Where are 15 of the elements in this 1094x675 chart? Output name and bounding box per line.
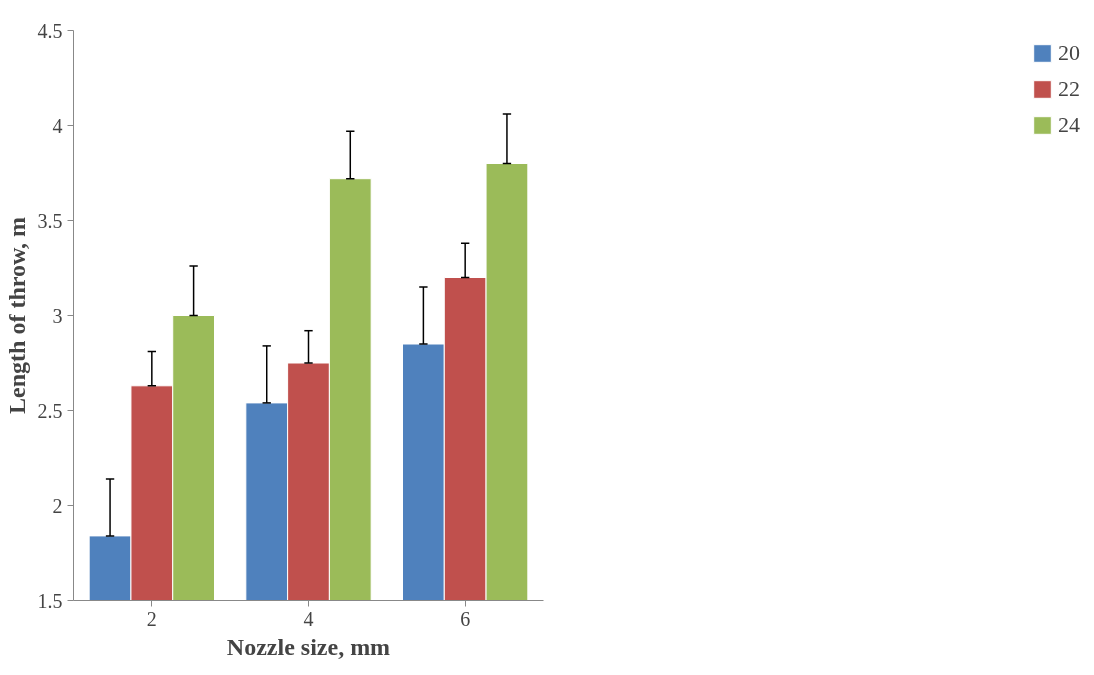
y-tick-label: 2.5 xyxy=(37,399,63,422)
x-tick-label: 4 xyxy=(303,607,314,630)
legend-label: 20 xyxy=(1058,40,1080,66)
y-tick-label: 3 xyxy=(52,304,63,327)
x-axis-title: Nozzle size, mm xyxy=(226,633,391,660)
legend-label: 24 xyxy=(1058,112,1080,138)
y-tick-label: 4 xyxy=(52,114,63,137)
y-tick-label: 1.5 xyxy=(37,589,63,612)
legend-label: 22 xyxy=(1058,76,1080,102)
y-tick-label: 2 xyxy=(52,494,63,517)
x-tick-label: 6 xyxy=(460,607,471,630)
y-tick-label: 4.5 xyxy=(37,19,63,42)
y-axis-title: Length of throw, m xyxy=(3,217,30,414)
x-tick-label: 2 xyxy=(146,607,157,630)
y-tick-label: 3.5 xyxy=(37,209,63,232)
